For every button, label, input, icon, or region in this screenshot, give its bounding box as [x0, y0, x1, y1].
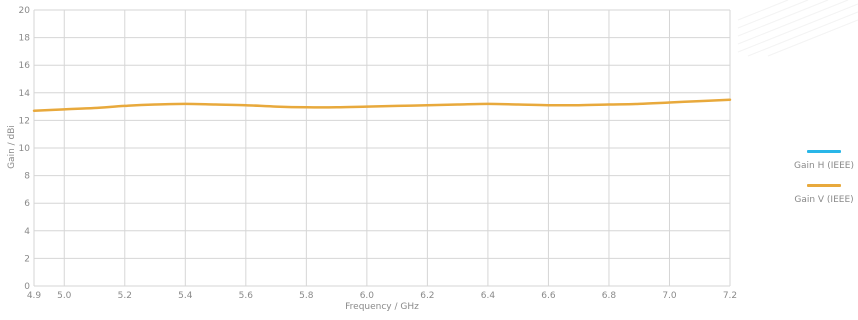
y-tick-label: 12 — [19, 116, 30, 126]
legend-item-gain-h[interactable]: Gain H (IEEE) — [786, 150, 858, 171]
y-tick-label: 16 — [19, 61, 31, 71]
x-tick-label: 5.6 — [239, 291, 254, 301]
y-tick-label: 10 — [19, 144, 31, 154]
x-tick-label: 5.4 — [178, 291, 193, 301]
x-tick-label: 6.6 — [541, 291, 556, 301]
x-tick-label: 7.0 — [662, 291, 677, 301]
legend-label-gain-v: Gain V (IEEE) — [794, 195, 854, 205]
y-tick-label: 4 — [24, 227, 30, 237]
x-tick-label: 4.9 — [27, 291, 42, 301]
x-tick-label: 6.2 — [420, 291, 434, 301]
x-axis-label: Frequency / GHz — [345, 302, 419, 312]
x-tick-label: 6.0 — [360, 291, 375, 301]
x-tick-label: 7.2 — [723, 291, 737, 301]
chart-legend: Gain H (IEEE) Gain V (IEEE) — [786, 150, 858, 218]
legend-swatch-gain-v — [807, 184, 841, 187]
x-tick-label: 6.8 — [602, 291, 617, 301]
y-tick-label: 6 — [24, 199, 30, 209]
y-tick-label: 14 — [19, 89, 31, 99]
y-tick-label: 18 — [19, 34, 31, 44]
series-lines — [32, 98, 732, 112]
y-tick-label: 2 — [24, 254, 30, 264]
x-axis-ticks: 4.9 5.0 5.2 5.4 5.6 5.8 6.0 6.2 6.4 6.6 6.8 7.0 7.2 — [27, 291, 737, 301]
y-tick-label: 8 — [24, 172, 30, 182]
y-tick-label: 20 — [19, 6, 31, 16]
x-tick-label: 5.0 — [57, 291, 72, 301]
series-line-1 — [32, 98, 732, 112]
legend-item-gain-v[interactable]: Gain V (IEEE) — [786, 184, 858, 205]
grid-lines — [33, 9, 731, 287]
decorative-stripes — [737, 0, 858, 57]
y-tick-label: 0 — [24, 282, 30, 292]
x-tick-label: 5.8 — [299, 291, 314, 301]
x-tick-label: 6.4 — [481, 291, 496, 301]
legend-swatch-gain-h — [807, 150, 841, 153]
legend-label-gain-h: Gain H (IEEE) — [794, 161, 854, 171]
y-axis-ticks: 0 2 4 6 8 10 12 14 16 18 20 — [19, 6, 31, 292]
x-tick-label: 5.2 — [118, 291, 132, 301]
y-axis-label: Gain / dBi — [7, 125, 17, 169]
